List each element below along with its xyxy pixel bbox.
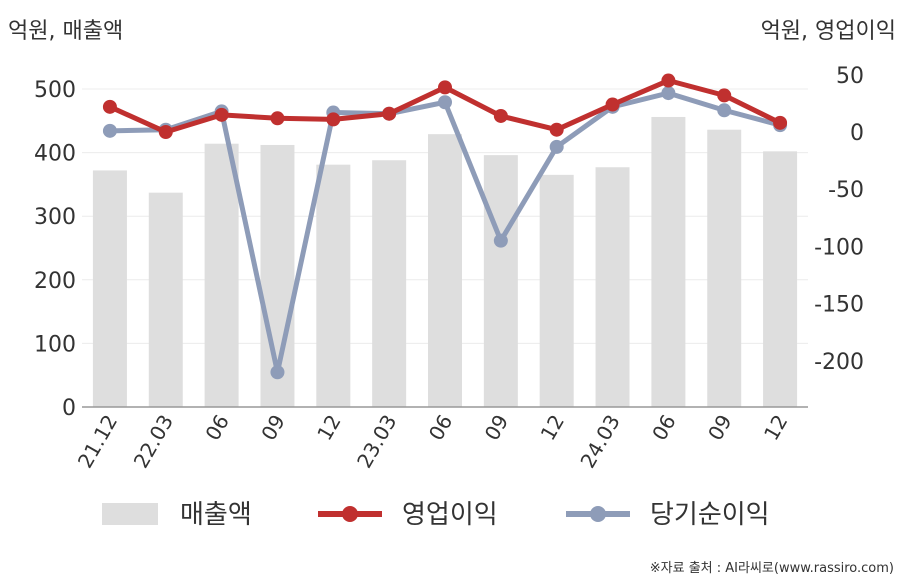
x-tick-label: 22.03 [129, 411, 178, 473]
x-tick-label: 23.03 [352, 411, 401, 473]
source-note: ※자료 출처 : AI라씨로(www.rassiro.com) [650, 561, 894, 576]
bar [204, 143, 239, 408]
data-point [102, 123, 117, 138]
data-point [326, 112, 341, 127]
x-tick-label: 09 [703, 411, 737, 445]
bar [92, 170, 127, 407]
right-tick-label: -200 [814, 350, 864, 375]
right-unit-label: 억원, 영업이익 [761, 19, 896, 44]
data-point [438, 95, 452, 110]
data-point [661, 73, 676, 88]
bar [428, 134, 462, 407]
data-point [382, 106, 397, 121]
left-tick-label: 400 [34, 142, 76, 167]
right-tick-label: -100 [814, 235, 864, 260]
data-point [717, 88, 732, 103]
legend-swatch [102, 503, 158, 525]
data-point [102, 99, 117, 114]
bar [148, 192, 183, 407]
left-axis: 0 100 200 300 400 500 [34, 78, 76, 421]
bar [372, 160, 407, 407]
data-point [549, 139, 564, 154]
legend-label: 영업이익 [402, 500, 498, 530]
bar [595, 167, 630, 407]
bar [707, 129, 742, 408]
legend-label: 당기순이익 [650, 500, 770, 530]
data-point [270, 111, 285, 126]
x-tick-label: 12 [759, 411, 793, 445]
legend-marker [590, 506, 606, 522]
legend-label: 매출액 [180, 500, 252, 530]
left-tick-label: 500 [34, 78, 76, 103]
left-tick-label: 300 [34, 205, 76, 230]
data-point [214, 107, 229, 122]
bar [483, 155, 518, 407]
x-tick-label: 06 [424, 411, 458, 445]
x-tick-label: 12 [312, 411, 346, 445]
x-axis: 21.12 22.03 06 09 12 23.03 06 09 12 24.03 06 09 12 [73, 411, 793, 473]
legend-marker [342, 506, 358, 522]
data-point [717, 103, 732, 118]
data-point [493, 108, 508, 123]
data-point [661, 86, 676, 101]
line-series [102, 73, 788, 380]
left-tick-label: 100 [34, 332, 76, 357]
right-axis: 50 0 -50 -100 -150 -200 [814, 64, 864, 375]
bar-series [92, 116, 798, 408]
data-point [549, 122, 564, 137]
data-point [493, 233, 508, 248]
bar [539, 174, 574, 407]
left-unit-label: 억원, 매출액 [8, 19, 123, 44]
x-tick-label: 21.12 [73, 411, 122, 473]
data-point [773, 115, 788, 130]
right-tick-label: -150 [814, 293, 864, 318]
left-tick-label: 0 [62, 396, 76, 421]
data-point [158, 125, 173, 139]
x-tick-label: 12 [536, 411, 570, 445]
right-tick-label: 50 [836, 64, 864, 89]
bar [651, 116, 686, 407]
x-tick-label: 24.03 [575, 411, 624, 473]
bar [763, 151, 798, 407]
bar [316, 164, 351, 407]
data-point [605, 97, 620, 112]
right-tick-label: -50 [828, 178, 864, 203]
legend: 매출액 영업이익 당기순이익 [102, 500, 770, 530]
x-tick-label: 09 [256, 411, 290, 445]
data-point [270, 365, 285, 380]
x-tick-label: 06 [200, 411, 234, 445]
left-tick-label: 200 [34, 269, 76, 294]
right-tick-label: 0 [850, 121, 864, 146]
x-tick-label: 06 [647, 411, 681, 445]
data-point [438, 80, 452, 95]
x-tick-label: 09 [480, 411, 514, 445]
